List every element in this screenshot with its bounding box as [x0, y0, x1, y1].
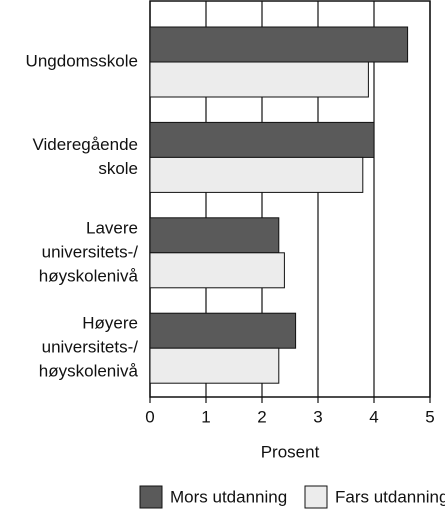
x-axis-label: Prosent: [261, 442, 320, 461]
bar: [149, 156, 364, 193]
y-tick-label: Høyere: [82, 314, 138, 333]
bar: [149, 61, 369, 98]
bar: [149, 347, 280, 384]
bar: [149, 121, 375, 158]
y-tick-label: skole: [98, 159, 138, 178]
legend-swatch: [304, 485, 328, 509]
legend-label: Fars utdanning: [335, 487, 445, 506]
legend-label: Mors utdanning: [170, 487, 287, 506]
y-tick-label: universitets-/: [42, 338, 139, 357]
legend-swatch: [139, 485, 163, 509]
y-tick-label: høyskolenivå: [39, 266, 139, 285]
x-tick-label: 0: [145, 407, 154, 426]
x-tick-label: 3: [313, 407, 322, 426]
x-tick-label: 4: [369, 407, 378, 426]
y-tick-label: Ungdomsskole: [26, 51, 138, 70]
x-tick-label: 5: [425, 407, 434, 426]
y-tick-label: Videregående: [32, 135, 138, 154]
y-tick-label: høyskolenivå: [39, 362, 139, 381]
x-tick-label: 2: [257, 407, 266, 426]
bar: [149, 252, 285, 289]
y-tick-label: Lavere: [86, 218, 138, 237]
x-tick-label: 1: [201, 407, 210, 426]
y-tick-label: universitets-/: [42, 242, 139, 261]
bar: [149, 26, 409, 63]
bar: [149, 312, 297, 349]
bar: [149, 217, 280, 254]
